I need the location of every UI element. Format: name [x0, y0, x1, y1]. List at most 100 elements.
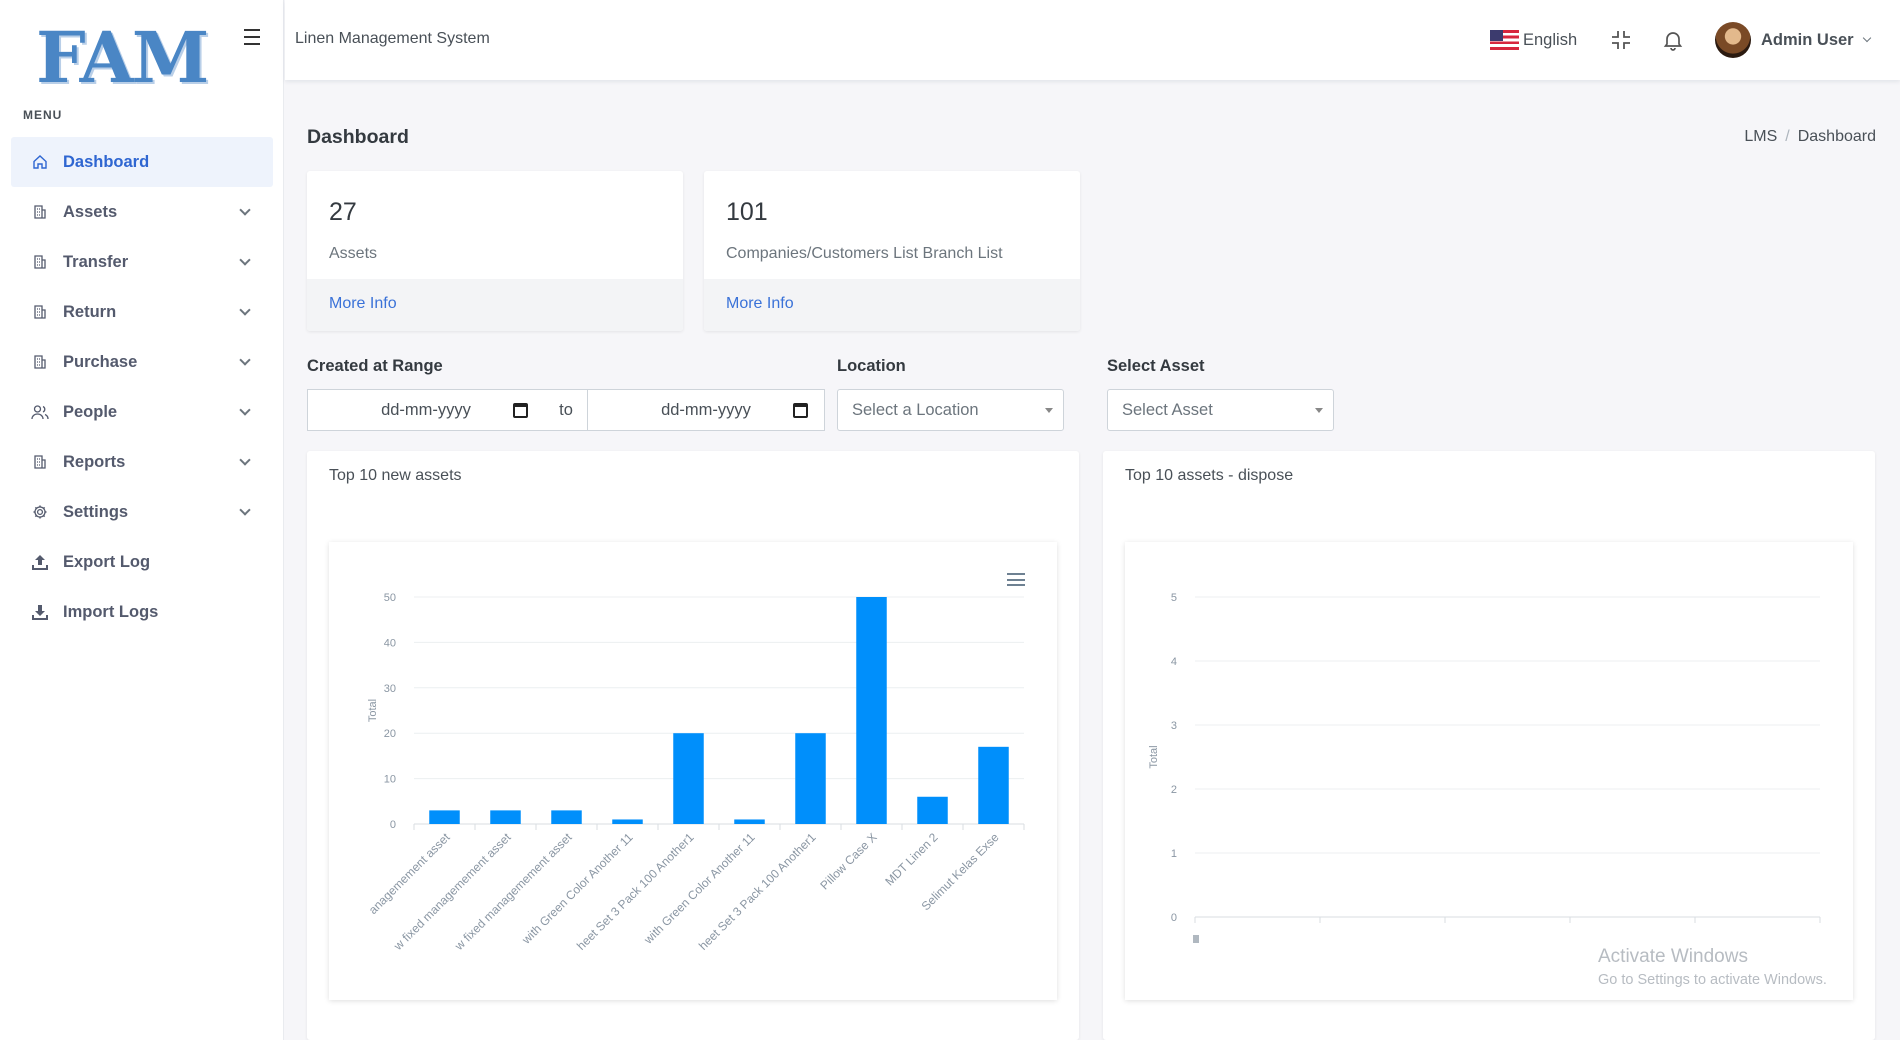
stat-label: Assets — [329, 245, 378, 262]
sidebar-item-label: Return — [63, 302, 117, 321]
y-tick-label: 30 — [384, 683, 396, 695]
asset-select[interactable]: Select Asset — [1107, 389, 1334, 431]
asset-placeholder: Select Asset — [1122, 400, 1213, 419]
sidebar-item-transfer[interactable]: Transfer — [11, 237, 273, 287]
language-label: English — [1523, 30, 1578, 49]
stat-card-companies: 101 Companies/Customers List Branch List… — [704, 171, 1080, 331]
chevron-down-icon[interactable] — [239, 304, 251, 316]
y-tick-label: 0 — [390, 819, 396, 831]
sidebar-item-purchase[interactable]: Purchase — [11, 337, 273, 387]
sidebar-item-label: People — [63, 402, 118, 421]
chart-container: 0 1 2 3 4 5 Total — [1125, 542, 1853, 1000]
sidebar-item-label: Assets — [63, 202, 118, 221]
download-icon — [31, 603, 49, 621]
x-tick-label — [1193, 935, 1199, 943]
asset-label: Select Asset — [1107, 357, 1205, 375]
sidebar-item-export-log[interactable]: Export Log — [11, 537, 273, 587]
breadcrumb-item-current: Dashboard — [1797, 128, 1876, 145]
y-tick-label: 0 — [1171, 912, 1177, 924]
chart-card-new-assets: Top 10 new assets 0 10 20 30 40 50 Total anagem… — [307, 451, 1079, 1040]
sidebar-item-reports[interactable]: Reports — [11, 437, 273, 487]
sidebar-item-assets[interactable]: Assets — [11, 187, 273, 237]
chevron-down-icon[interactable] — [239, 204, 251, 216]
activate-windows-title: Activate Windows — [1598, 946, 1748, 967]
upload-icon — [31, 553, 49, 571]
bar — [978, 746, 1009, 824]
bar — [795, 733, 826, 824]
chevron-down-icon[interactable] — [239, 354, 251, 366]
gear-icon — [31, 503, 49, 521]
location-select[interactable]: Select a Location — [837, 389, 1064, 431]
calendar-icon[interactable] — [513, 403, 528, 418]
sidebar-item-dashboard[interactable]: Dashboard — [11, 137, 273, 187]
building-icon — [31, 253, 49, 271]
sidebar-item-people[interactable]: People — [11, 387, 273, 437]
building-icon — [31, 303, 49, 321]
avatar — [1715, 22, 1751, 58]
stat-value: 27 — [329, 198, 357, 226]
more-info-link[interactable]: More Info — [329, 295, 397, 312]
chart-card-dispose: Top 10 assets - dispose 0 1 2 3 4 5 Total — [1103, 451, 1875, 1040]
fullscreen-exit-icon[interactable] — [1609, 28, 1633, 52]
page-title: Dashboard — [307, 126, 409, 148]
sidebar-item-label: Settings — [63, 502, 129, 521]
sidebar-item-label: Purchase — [63, 352, 138, 371]
chevron-down-icon — [1862, 33, 1871, 43]
chart-title: Top 10 new assets — [329, 467, 462, 484]
y-tick-label: 3 — [1171, 720, 1177, 732]
chevron-down-icon[interactable] — [239, 454, 251, 466]
location-placeholder: Select a Location — [852, 400, 979, 419]
x-tick-label: MDT Linen 2 — [882, 830, 941, 889]
date-from-placeholder: dd-mm-yyyy — [381, 400, 471, 419]
bar — [429, 810, 460, 824]
x-tick-label: with Green Color Another 11 — [519, 830, 636, 947]
users-icon — [31, 403, 49, 421]
stat-label: Companies/Customers List Branch List — [726, 245, 1003, 262]
user-menu[interactable]: Admin User — [1715, 22, 1871, 58]
chevron-down-icon[interactable] — [239, 254, 251, 266]
language-selector[interactable]: English — [1490, 30, 1577, 50]
sidebar-item-label: Reports — [63, 452, 126, 471]
sidebar-item-import-logs[interactable]: Import Logs — [11, 587, 273, 637]
sidebar-item-label: Dashboard — [63, 152, 150, 171]
date-to-input[interactable]: dd-mm-yyyy — [587, 389, 825, 431]
breadcrumb: LMS / Dashboard — [1744, 128, 1876, 145]
chevron-down-icon[interactable] — [239, 404, 251, 416]
date-from-input[interactable]: dd-mm-yyyy — [307, 389, 545, 431]
y-tick-label: 20 — [384, 728, 396, 740]
bell-icon[interactable] — [1661, 28, 1685, 52]
bar — [673, 733, 704, 824]
building-icon — [31, 203, 49, 221]
chevron-down-icon[interactable] — [239, 504, 251, 516]
top-header: Linen Management System English Admin Us… — [285, 0, 1900, 80]
breadcrumb-item-lms[interactable]: LMS — [1744, 128, 1778, 145]
bar — [490, 810, 521, 824]
chart-menu-icon[interactable] — [1007, 573, 1025, 590]
chart-title: Top 10 assets - dispose — [1125, 467, 1294, 484]
x-tick-label: heet Set 3 Pack 100 Another1 — [574, 830, 697, 953]
sidebar-item-label: Export Log — [63, 552, 151, 571]
more-info-link[interactable]: More Info — [726, 295, 794, 312]
y-axis-label: Total — [367, 699, 379, 722]
bar — [551, 810, 582, 824]
sidebar-item-return[interactable]: Return — [11, 287, 273, 337]
sidebar-menu: Dashboard Assets Transfer Return Purchase Peo… — [11, 137, 273, 637]
dropdown-arrow-icon — [1315, 408, 1323, 413]
sidebar-item-label: Import Logs — [63, 602, 159, 621]
menu-toggle-icon[interactable] — [244, 29, 264, 47]
bar — [734, 819, 765, 824]
bar — [917, 796, 948, 824]
bar — [856, 597, 887, 824]
bar-chart-dispose: 0 1 2 3 4 5 Total — [1148, 592, 1821, 943]
to-label: to — [544, 389, 588, 431]
sidebar-item-settings[interactable]: Settings — [11, 487, 273, 537]
home-icon — [31, 153, 49, 171]
y-tick-label: 4 — [1171, 656, 1177, 668]
logo[interactable]: FAM — [36, 16, 209, 99]
stat-value: 101 — [726, 198, 768, 226]
calendar-icon[interactable] — [793, 403, 808, 418]
x-tick-label: with Green Color Another 11 — [641, 830, 758, 947]
user-name: Admin User — [1761, 30, 1854, 49]
x-tick-label: w fixed managemement asset — [390, 830, 514, 954]
